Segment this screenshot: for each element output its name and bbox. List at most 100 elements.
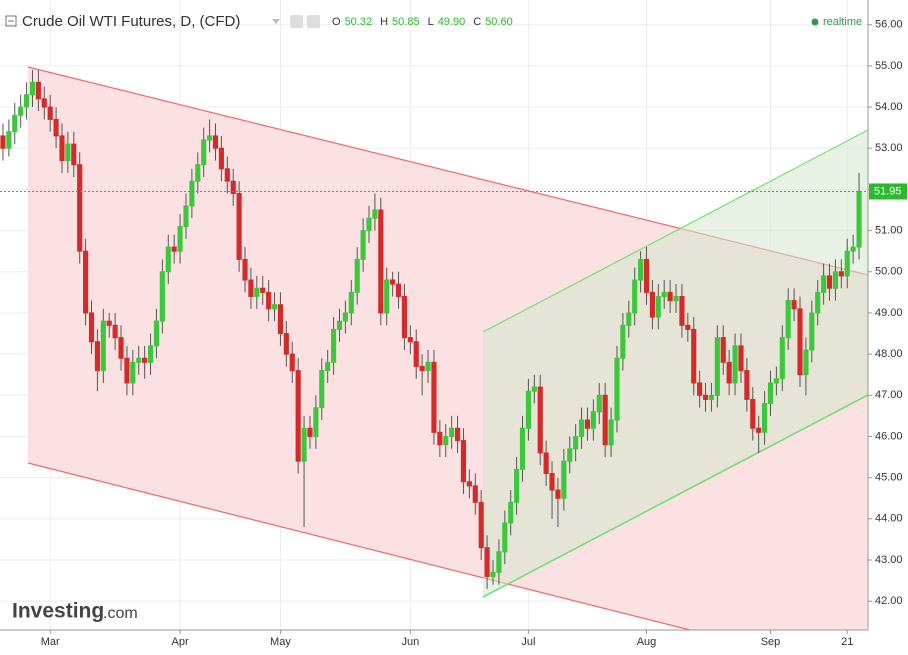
candle-body bbox=[856, 190, 862, 248]
settings-icon[interactable] bbox=[290, 15, 303, 28]
y-tick-label: 53.00 bbox=[875, 142, 903, 154]
candle-body bbox=[195, 164, 201, 182]
candle-body bbox=[336, 320, 343, 330]
candle-body bbox=[378, 209, 384, 314]
candle-body bbox=[750, 398, 756, 429]
candle-body bbox=[514, 468, 520, 503]
candle-body bbox=[313, 407, 319, 437]
axes: 42.00 43.00 44.00 45.00 46.00 47.00 48.00 49.00… bbox=[41, 19, 907, 648]
candle-body bbox=[443, 435, 449, 446]
y-tick-label: 43.00 bbox=[875, 554, 903, 566]
channel-line bbox=[482, 394, 868, 598]
candle-body bbox=[732, 345, 738, 384]
candle-body bbox=[24, 94, 30, 108]
x-tick-label: Sep bbox=[761, 636, 781, 648]
candle-body bbox=[112, 324, 118, 339]
candle-body bbox=[478, 501, 484, 549]
candle-body bbox=[850, 246, 856, 252]
candle-body bbox=[130, 361, 136, 384]
candle-body bbox=[838, 271, 844, 277]
ohlc-label: L bbox=[428, 16, 434, 28]
candle-body bbox=[395, 283, 402, 297]
candle-body bbox=[307, 427, 313, 437]
candle-body bbox=[702, 394, 709, 400]
candle-body bbox=[832, 271, 838, 289]
candle-body bbox=[71, 143, 77, 166]
y-tick-label: 55.00 bbox=[875, 60, 903, 72]
x-tick-label: 21 bbox=[841, 636, 853, 648]
candle-body bbox=[667, 291, 673, 302]
y-tick-label: 49.00 bbox=[875, 307, 903, 319]
y-tick-label: 50.00 bbox=[875, 266, 903, 278]
candle-body bbox=[124, 357, 130, 384]
candle-body bbox=[88, 312, 95, 343]
ohlc-label: O bbox=[332, 16, 341, 28]
title: Crude Oil WTI Futures, D, (CFD) bbox=[22, 13, 240, 30]
candle-body bbox=[47, 106, 53, 120]
candle-body bbox=[218, 147, 224, 170]
candle-body bbox=[230, 180, 236, 195]
candle-body bbox=[431, 361, 437, 433]
candle-body bbox=[331, 328, 337, 363]
candle-body bbox=[319, 370, 325, 409]
candle-body bbox=[608, 419, 614, 446]
y-tick-label: 46.00 bbox=[875, 430, 903, 442]
candle-body bbox=[224, 168, 230, 182]
candle-body bbox=[384, 279, 390, 314]
candle-body bbox=[502, 522, 508, 553]
x-tick-label: May bbox=[270, 636, 291, 648]
candles bbox=[0, 70, 868, 589]
candle-body bbox=[815, 291, 821, 314]
candle-body bbox=[242, 258, 248, 281]
ohlc-value: 50.32 bbox=[345, 16, 373, 28]
settings-icon[interactable] bbox=[307, 15, 320, 28]
candle-body bbox=[578, 419, 585, 437]
candle-body bbox=[661, 291, 667, 297]
logo-name: Investing bbox=[12, 600, 104, 623]
candle-body bbox=[83, 250, 89, 314]
header: Crude Oil WTI Futures, D, (CFD) O 50.32 H 5… bbox=[5, 13, 862, 30]
candle-body bbox=[626, 312, 632, 326]
candle-body bbox=[342, 312, 348, 322]
status-dot bbox=[811, 18, 819, 26]
candle-body bbox=[53, 118, 59, 137]
candle-body bbox=[779, 337, 785, 380]
candle-body bbox=[266, 291, 272, 310]
candle-body bbox=[413, 341, 419, 367]
candle-body bbox=[496, 551, 502, 573]
candle-body bbox=[248, 279, 254, 297]
candle-body bbox=[136, 357, 142, 363]
candle-body bbox=[94, 341, 100, 372]
candle-body bbox=[632, 279, 638, 314]
candle-body bbox=[602, 394, 608, 446]
candle-body bbox=[153, 320, 160, 347]
candle-body bbox=[508, 501, 514, 524]
candle-body bbox=[0, 135, 6, 149]
candle-body bbox=[295, 370, 301, 462]
channel-line bbox=[482, 129, 868, 333]
candle-body bbox=[655, 295, 661, 318]
dropdown[interactable] bbox=[272, 19, 280, 24]
candle-body bbox=[531, 386, 537, 392]
candle-body bbox=[744, 370, 750, 400]
candle-body bbox=[118, 337, 124, 359]
candle-body bbox=[142, 357, 148, 363]
candle-body bbox=[620, 324, 626, 359]
candle-body bbox=[41, 98, 47, 108]
candle-body bbox=[762, 403, 768, 433]
candle-body bbox=[425, 361, 431, 372]
logo: Investing .com bbox=[12, 600, 138, 623]
candle-body bbox=[484, 547, 490, 577]
x-tick-label: Mar bbox=[41, 636, 60, 648]
candle-body bbox=[207, 135, 213, 141]
candle-body bbox=[183, 205, 189, 227]
candle-body bbox=[147, 345, 154, 363]
candle-body bbox=[767, 382, 774, 405]
candle-body bbox=[472, 485, 478, 503]
logo-suffix: .com bbox=[103, 605, 138, 622]
candle-body bbox=[791, 300, 797, 310]
candle-body bbox=[738, 345, 744, 372]
candle-body bbox=[407, 337, 413, 343]
collapse-icon[interactable] bbox=[5, 15, 17, 27]
